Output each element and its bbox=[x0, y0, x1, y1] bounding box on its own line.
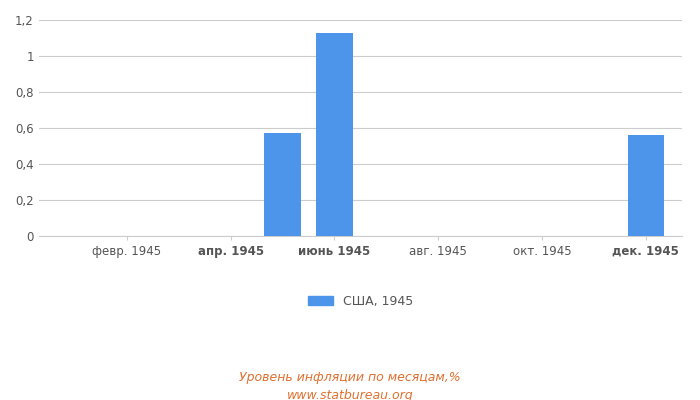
Legend: США, 1945: США, 1945 bbox=[303, 290, 418, 313]
Bar bbox=[316, 32, 353, 236]
Text: www.statbureau.org: www.statbureau.org bbox=[287, 390, 413, 400]
Bar bbox=[265, 133, 301, 236]
Text: Уровень инфляции по месяцам,%: Уровень инфляции по месяцам,% bbox=[239, 372, 461, 384]
Bar bbox=[628, 135, 664, 236]
